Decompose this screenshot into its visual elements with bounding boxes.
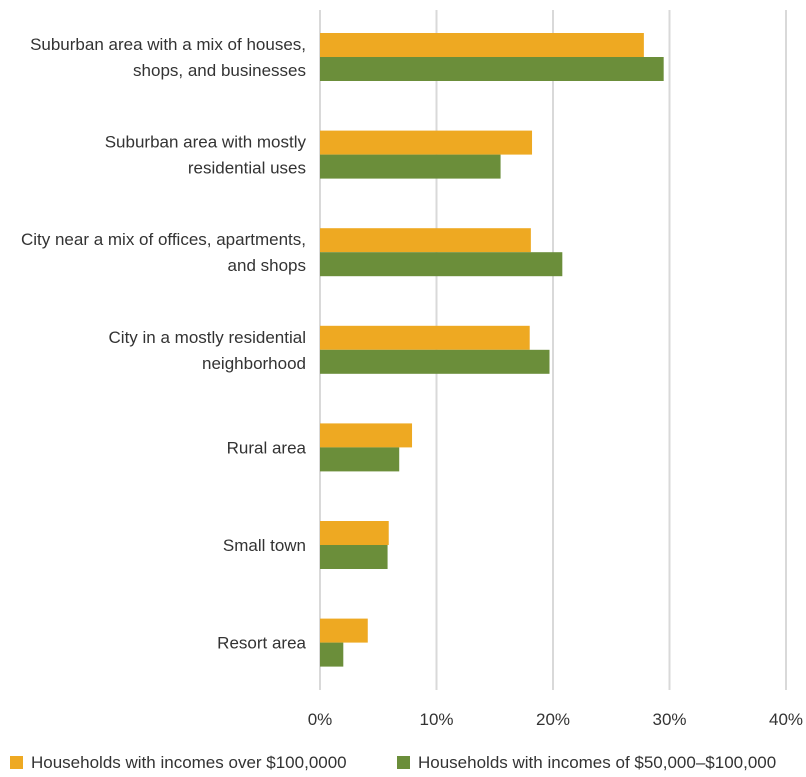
bar-over-100k <box>320 130 533 155</box>
category-label: Suburban area with mostly residential use… <box>105 133 307 178</box>
x-tick-label: 0% <box>308 710 333 729</box>
bar-over-100k <box>320 618 368 643</box>
bar-over-100k <box>320 33 644 57</box>
bar-over-100k <box>320 521 389 545</box>
x-axis-ticks: 0% 10% 20% 30% 40% <box>308 710 803 729</box>
bar-over-100k <box>320 423 413 448</box>
legend-swatch <box>397 756 410 769</box>
bar-over-100k <box>320 228 531 253</box>
category-label: Suburban area with a mix of houses, shops… <box>30 35 306 80</box>
bar-over-100k <box>320 325 530 350</box>
bar-50k-100k <box>320 154 501 179</box>
category-label: City near a mix of offices, apartments, a… <box>21 230 306 275</box>
bar-50k-100k <box>320 252 563 277</box>
legend-label: Households with incomes over $100,0000 <box>31 753 347 772</box>
x-tick-label: 40% <box>769 710 803 729</box>
bar-50k-100k <box>320 57 664 81</box>
bar-50k-100k <box>320 642 344 667</box>
bar-50k-100k <box>320 447 400 472</box>
x-tick-label: 20% <box>536 710 570 729</box>
category-label: City in a mostly residential neighborhood <box>109 328 306 373</box>
category-labels: Suburban area with a mix of houses, shops… <box>21 35 307 653</box>
legend-swatch <box>10 756 23 769</box>
bar-50k-100k <box>320 545 388 569</box>
x-tick-label: 10% <box>419 710 453 729</box>
category-label: Small town <box>223 536 306 555</box>
x-tick-label: 30% <box>652 710 686 729</box>
category-label: Rural area <box>227 438 307 457</box>
legend-label: Households with incomes of $50,000–$100,… <box>418 753 776 772</box>
gridlines <box>319 10 787 690</box>
legend: Households with incomes over $100,0000 Ho… <box>10 753 776 772</box>
bars <box>320 33 664 667</box>
bar-50k-100k <box>320 349 550 374</box>
category-label: Resort area <box>217 634 306 653</box>
